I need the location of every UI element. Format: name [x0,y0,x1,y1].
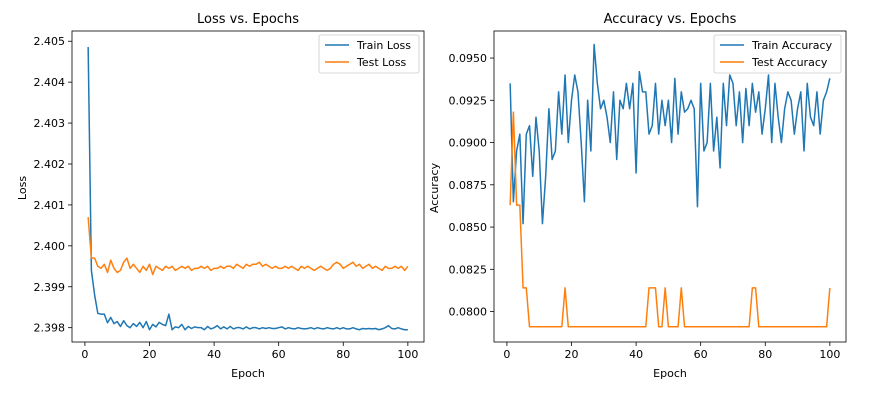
legend-label-test: Test Accuracy [751,56,828,69]
x-tick-label: 40 [629,348,643,361]
y-tick-label: 0.0925 [449,94,488,107]
y-tick-label: 0.0900 [449,137,488,150]
x-tick-label: 100 [397,348,418,361]
plot-frame [493,30,847,343]
x-tick-label: 20 [143,348,157,361]
accuracy-chart: Accuracy vs. Epochs 0 20 40 60 80 100 0.0800 0.… [428,12,847,380]
series-lines [87,46,409,331]
y-tick-label: 2.402 [34,158,66,171]
x-tick-label: 80 [758,348,772,361]
x-tick-label: 0 [503,348,510,361]
loss-chart: Loss vs. Epochs 0 20 40 60 80 100 2.398 2.399 2.… [16,12,425,380]
y-tick-label: 0.0800 [449,306,488,319]
y-tick-label: 2.405 [34,35,66,48]
series-lines [509,43,831,328]
y-axis-label: Loss [16,176,29,200]
y-axis-label: Accuracy [428,162,441,213]
legend-label-test: Test Loss [356,56,407,69]
y-tick-label: 2.401 [34,199,66,212]
series-line-test-accuracy [509,111,831,328]
chart-title: Loss vs. Epochs [197,12,299,27]
plot-frame [71,30,425,343]
x-tick-label: 0 [81,348,88,361]
y-tick-label: 0.0950 [449,52,488,65]
x-tick-label: 100 [819,348,840,361]
y-tick-label: 2.398 [34,322,66,335]
y-tick-label: 2.404 [34,76,66,89]
legend: Train Accuracy Test Accuracy [713,34,842,74]
y-tick-label: 2.400 [34,240,66,253]
series-line-train-loss [87,46,408,331]
legend: Train Loss Test Loss [318,34,420,74]
x-tick-label: 40 [207,348,221,361]
chart-title: Accuracy vs. Epochs [604,12,737,27]
legend-label-train: Train Accuracy [751,39,833,52]
x-axis-label: Epoch [231,367,265,380]
series-line-test-loss [87,217,409,276]
x-tick-label: 80 [336,348,350,361]
y-tick-label: 0.0825 [449,263,488,276]
x-tick-label: 20 [565,348,579,361]
x-tick-label: 60 [272,348,286,361]
ticks: 0 20 40 60 80 100 0.0800 0.0825 0.0850 0.0875 0.09… [449,52,841,361]
y-tick-label: 2.403 [34,117,66,130]
x-tick-label: 60 [694,348,708,361]
ticks: 0 20 40 60 80 100 2.398 2.399 2.400 2.401 2.402 2.4… [34,35,419,361]
y-tick-label: 0.0875 [449,179,488,192]
x-axis-label: Epoch [653,367,687,380]
legend-box [713,34,842,74]
y-tick-label: 2.399 [34,281,66,294]
series-line-train-accuracy [509,43,831,225]
legend-label-train: Train Loss [356,39,411,52]
y-tick-label: 0.0850 [449,221,488,234]
